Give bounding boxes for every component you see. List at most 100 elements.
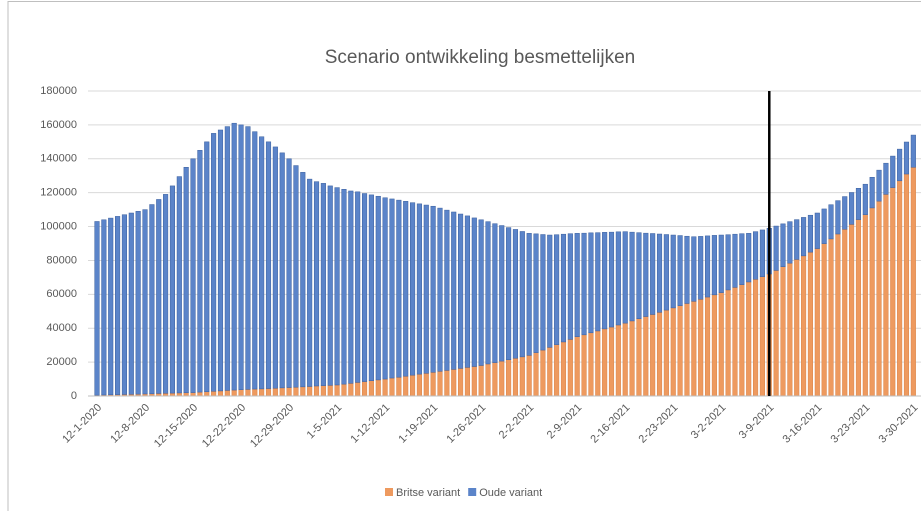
bar-segment xyxy=(259,388,265,397)
bar-segment xyxy=(725,234,731,291)
bar-segment xyxy=(320,385,326,397)
bar-segment xyxy=(231,389,237,397)
bar-segment xyxy=(293,165,299,388)
bar-segment xyxy=(540,234,546,351)
bar-segment xyxy=(643,316,649,397)
bar-segment xyxy=(828,204,834,240)
bar-segment xyxy=(636,232,642,319)
bar-segment xyxy=(519,231,525,358)
bar-segment xyxy=(265,141,272,389)
bar-segment xyxy=(883,162,889,195)
bar-segment xyxy=(883,194,889,397)
bar-segment xyxy=(602,232,608,330)
bar-segment xyxy=(869,207,875,397)
bar-segment xyxy=(231,122,237,391)
bar-segment xyxy=(704,235,711,298)
bar-segment xyxy=(217,129,224,392)
bar-segment xyxy=(478,219,484,366)
bar-segment xyxy=(506,359,512,397)
bar-segment xyxy=(574,336,580,397)
bar-segment xyxy=(183,167,189,394)
bar-segment xyxy=(478,365,484,397)
bar-segment xyxy=(636,318,642,397)
bar-segment xyxy=(643,232,649,317)
bar-segment xyxy=(252,388,258,397)
bar-segment xyxy=(265,388,272,397)
bar-segment xyxy=(341,383,347,397)
bar-segment xyxy=(293,386,299,397)
bar-segment xyxy=(458,213,464,369)
bar-segment xyxy=(368,380,374,397)
bar-segment xyxy=(506,227,512,360)
bar-segment xyxy=(115,216,121,395)
bar-segment xyxy=(176,176,182,394)
bar-segment xyxy=(560,341,567,397)
y-tick-label: 20000 xyxy=(46,356,77,368)
bar-segment xyxy=(732,287,738,397)
bar-segment xyxy=(499,225,505,362)
bar-segment xyxy=(835,233,841,397)
bar-segment xyxy=(849,192,855,225)
bar-segment xyxy=(334,187,340,386)
bar-segment xyxy=(554,344,560,397)
bar-segment xyxy=(121,214,127,395)
bar-segment xyxy=(327,385,333,397)
bar-segment xyxy=(437,371,443,397)
bar-segment xyxy=(430,372,436,397)
bar-segment xyxy=(444,209,450,371)
x-tick-label: 3-30-2021 xyxy=(877,402,921,446)
y-tick-label: 100000 xyxy=(40,220,77,232)
y-tick-label: 80000 xyxy=(46,254,77,266)
bar-segment xyxy=(108,217,114,396)
bar-segment xyxy=(499,360,505,397)
bar-segment xyxy=(217,390,224,397)
x-tick-label: 12-15-2020 xyxy=(152,402,200,450)
bar-segment xyxy=(910,134,916,168)
y-tick-label: 180000 xyxy=(40,85,77,97)
bar-segment xyxy=(307,178,313,387)
bar-segment xyxy=(348,383,354,397)
bar-segment xyxy=(416,203,422,375)
bar-segment xyxy=(746,281,752,397)
bar-segment xyxy=(608,326,615,397)
bar-segment xyxy=(526,355,532,397)
bar-segment xyxy=(307,386,313,397)
bar-segment xyxy=(355,382,361,397)
bar-segment xyxy=(526,233,532,356)
bar-segment xyxy=(423,204,429,374)
x-tick-label: 12-8-2020 xyxy=(108,402,152,446)
bar-segment xyxy=(650,314,656,397)
x-tick-label: 3-23-2021 xyxy=(829,402,873,446)
bar-segment xyxy=(807,251,813,397)
bar-segment xyxy=(361,193,368,382)
bar-segment xyxy=(430,205,436,373)
bar-segment xyxy=(849,224,855,397)
x-tick-label: 2-2-2021 xyxy=(497,402,537,442)
bar-segment xyxy=(458,368,464,397)
bar-segment xyxy=(547,234,553,348)
bar-segment xyxy=(903,173,910,397)
bar-segment xyxy=(615,324,621,397)
y-tick-label: 0 xyxy=(71,390,77,402)
bar-segment xyxy=(320,183,326,386)
bar-segment xyxy=(581,334,587,397)
bar-segment xyxy=(128,212,134,395)
bar-segment xyxy=(410,374,416,397)
legend-label: Oude variant xyxy=(479,487,542,499)
bar-segment xyxy=(704,296,711,397)
bar-segment xyxy=(663,309,669,397)
bar-segment xyxy=(684,235,690,304)
bar-segment xyxy=(279,152,285,389)
bar-segment xyxy=(560,233,567,343)
bar-segment xyxy=(794,259,800,397)
bar-segment xyxy=(94,221,100,396)
bar-segment xyxy=(753,279,759,397)
bar-segment xyxy=(574,233,580,337)
bar-segment xyxy=(286,158,292,388)
bar-segment xyxy=(361,381,368,397)
bar-segment xyxy=(910,167,916,397)
bar-segment xyxy=(773,225,779,271)
x-tick-label: 1-19-2021 xyxy=(396,402,440,446)
y-tick-label: 60000 xyxy=(46,288,77,300)
